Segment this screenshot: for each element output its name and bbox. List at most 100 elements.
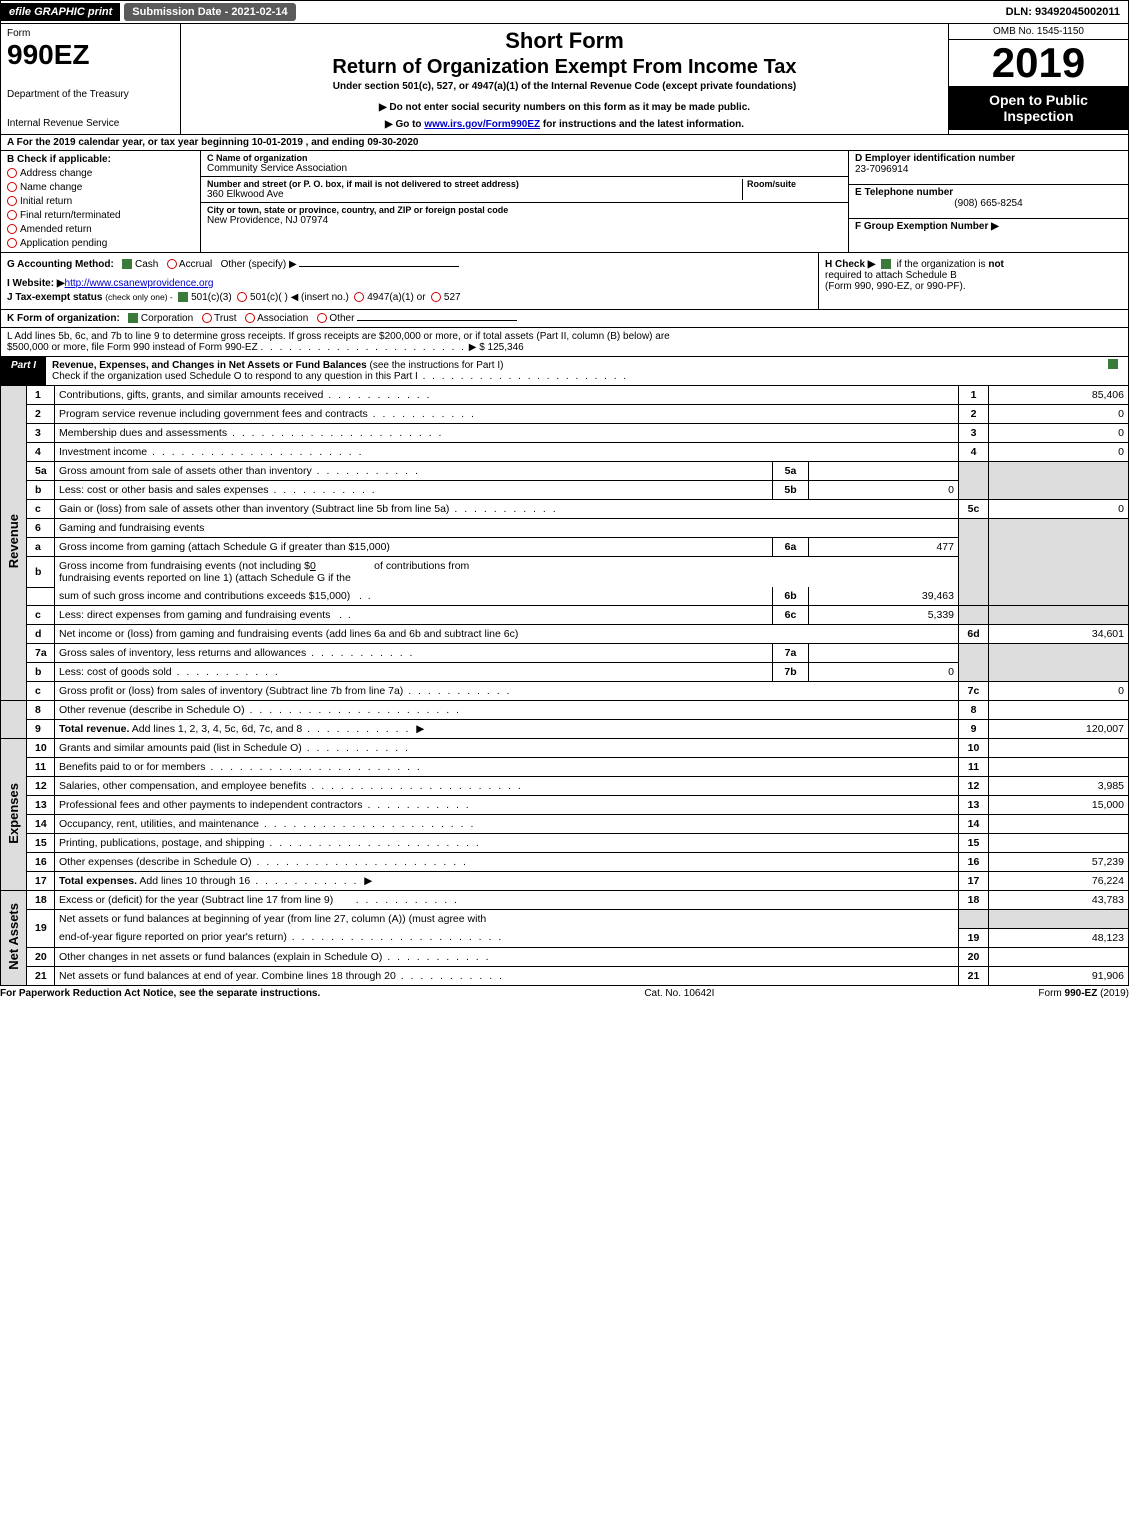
street-value: 360 Elkwood Ave [207,189,742,200]
k-other-input[interactable] [357,320,517,321]
table-row: 7a Gross sales of inventory, less return… [1,644,1129,663]
checkbox-icon[interactable] [881,259,891,269]
city-value: New Providence, NJ 07974 [207,215,842,226]
part1-tab: Part I [1,357,46,385]
irs-label: Internal Revenue Service [7,118,174,129]
h-txt2: required to attach Schedule B [825,270,957,281]
group-exempt-row: F Group Exemption Number ▶ [849,219,1128,252]
website-link[interactable]: http://www.csanewprovidence.org [65,278,214,289]
short-form-title: Short Form [185,28,944,54]
j-note: (check only one) - [105,292,173,302]
cb-initial-return[interactable]: Initial return [7,196,194,207]
table-row: Expenses 10 Grants and similar amounts p… [1,739,1129,758]
l-arrow: ▶ [469,342,477,353]
col-d-ids: D Employer identification number 23-7096… [848,151,1128,252]
other-specify-input[interactable] [299,266,459,267]
table-row: 19 Net assets or fund balances at beginn… [1,910,1129,929]
j-label: J Tax-exempt status [7,292,102,303]
dln: DLN: 93492045002011 [998,3,1128,21]
l-line1: L Add lines 5b, 6c, and 7b to line 9 to … [7,331,670,342]
checkbox-icon[interactable] [128,313,138,323]
g-label: G Accounting Method: [7,259,114,270]
form-header: Form 990EZ Department of the Treasury In… [0,24,1129,135]
footer-cat: Cat. No. 10642I [320,988,1038,999]
circle-icon [245,313,255,323]
table-row: 20 Other changes in net assets or fund b… [1,947,1129,966]
tel-row: E Telephone number (908) 665-8254 [849,185,1128,219]
checkbox-icon[interactable] [1108,359,1118,369]
goto-line: ▶ Go to www.irs.gov/Form990EZ for instru… [185,119,944,130]
table-row: 11 Benefits paid to or for members 11 [1,758,1129,777]
return-title: Return of Organization Exempt From Incom… [185,56,944,79]
efile-label[interactable]: efile GRAPHIC print [1,3,120,21]
part1-title: Revenue, Expenses, and Changes in Net As… [52,360,367,371]
check-icon [122,259,132,269]
circle-icon [7,224,17,234]
table-row: c Gain or (loss) from sale of assets oth… [1,500,1129,519]
table-row: 17 Total expenses. Add lines 10 through … [1,872,1129,891]
table-row: 16 Other expenses (describe in Schedule … [1,853,1129,872]
form-label: Form [7,28,174,39]
check-icon [178,292,188,302]
cb-amended[interactable]: Amended return [7,224,194,235]
table-row: end-of-year figure reported on prior yea… [1,928,1129,947]
table-row: 21 Net assets or fund balances at end of… [1,966,1129,985]
row-gh: G Accounting Method: Cash Accrual Other … [0,253,1129,310]
block-bcd: B Check if applicable: Address change Na… [0,151,1129,253]
cb-name-change[interactable]: Name change [7,182,194,193]
circle-icon [237,292,247,302]
cb-app-pending[interactable]: Application pending [7,238,194,249]
table-row: 3 Membership dues and assessments 3 0 [1,424,1129,443]
street-label: Number and street (or P. O. box, if mail… [207,179,742,189]
part1-check-line: Check if the organization used Schedule … [52,371,418,382]
line-amount: 85,406 [989,386,1129,405]
under-section: Under section 501(c), 527, or 4947(a)(1)… [185,81,944,92]
header-right: OMB No. 1545-1150 2019 Open to Public In… [948,24,1128,134]
footer-left: For Paperwork Reduction Act Notice, see … [0,988,320,999]
circle-icon [7,238,17,248]
table-row: c Less: direct expenses from gaming and … [1,606,1129,625]
table-row: 13 Professional fees and other payments … [1,796,1129,815]
dots [418,371,628,382]
ein-value: 23-7096914 [855,164,1122,175]
org-name-label: C Name of organization [207,153,842,163]
table-row: 9 Total revenue. Add lines 1, 2, 3, 4, 5… [1,720,1129,739]
col-c-org-info: C Name of organization Community Service… [201,151,848,252]
form-number: 990EZ [7,39,174,71]
line-desc: Contributions, gifts, grants, and simila… [55,386,959,405]
circle-icon [7,168,17,178]
h-label: H Check ▶ [825,259,875,270]
table-row: 14 Occupancy, rent, utilities, and maint… [1,815,1129,834]
table-row: d Net income or (loss) from gaming and f… [1,625,1129,644]
l-amount: $ 125,346 [479,342,524,353]
tax-exempt-row: J Tax-exempt status (check only one) - 5… [7,292,812,303]
circle-icon [317,313,327,323]
form-table: Revenue 1 Contributions, gifts, grants, … [0,386,1129,986]
header-left: Form 990EZ Department of the Treasury In… [1,24,181,134]
submission-date: Submission Date - 2021-02-14 [124,3,295,21]
header-mid: Short Form Return of Organization Exempt… [181,24,948,134]
page-footer: For Paperwork Reduction Act Notice, see … [0,986,1129,1001]
top-bar: efile GRAPHIC print Submission Date - 20… [0,0,1129,24]
part1-header: Part I Revenue, Expenses, and Changes in… [0,357,1129,386]
part1-title-cell: Revenue, Expenses, and Changes in Net As… [46,357,1098,385]
goto-link[interactable]: www.irs.gov/Form990EZ [424,119,540,130]
open-public: Open to Public Inspection [949,86,1128,130]
table-row: 2 Program service revenue including gove… [1,405,1129,424]
omb-number: OMB No. 1545-1150 [949,24,1128,40]
cb-address-change[interactable]: Address change [7,168,194,179]
row-a-tax-year: A For the 2019 calendar year, or tax yea… [0,135,1129,151]
col-h: H Check ▶ if the organization is not req… [818,253,1128,309]
table-row: 5a Gross amount from sale of assets othe… [1,462,1129,481]
cb-final-return[interactable]: Final return/terminated [7,210,194,221]
tel-label: E Telephone number [855,187,1122,198]
l-line2: $500,000 or more, file Form 990 instead … [7,342,258,353]
table-row: 8 Other revenue (describe in Schedule O)… [1,701,1129,720]
street-row: Number and street (or P. O. box, if mail… [201,177,848,203]
tax-year: 2019 [949,40,1128,86]
circle-icon [7,210,17,220]
goto-pre: ▶ Go to [385,119,424,130]
org-name-value: Community Service Association [207,163,842,174]
group-exempt-label: F Group Exemption Number ▶ [855,221,1122,232]
part1-checkbox-cell [1098,357,1128,385]
